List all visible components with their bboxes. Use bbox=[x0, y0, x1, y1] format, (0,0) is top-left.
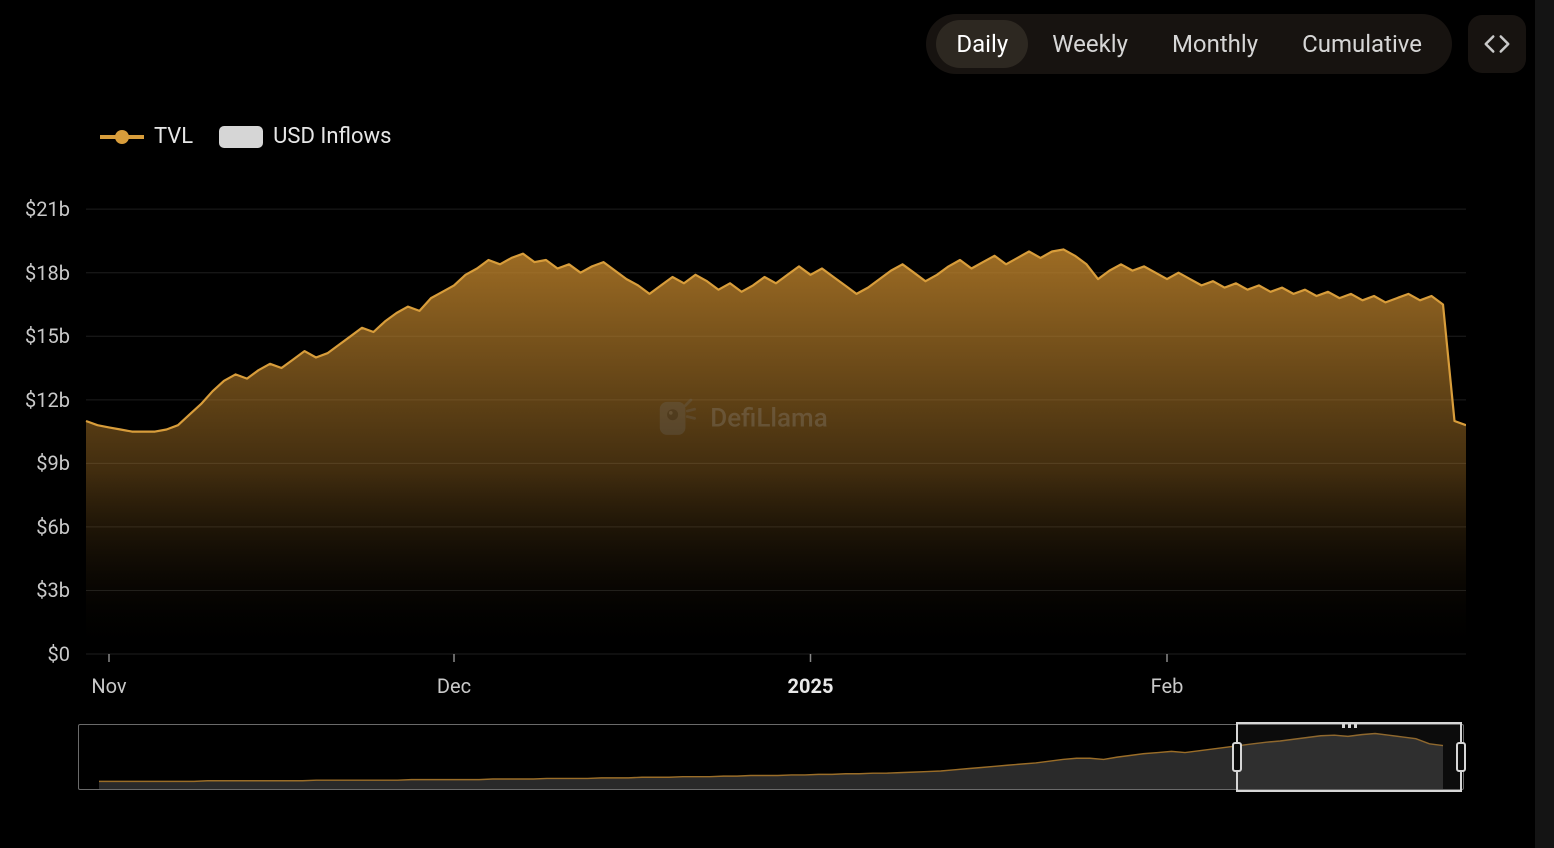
legend-item-tvl[interactable]: TVL bbox=[100, 124, 193, 149]
legend-swatch bbox=[219, 126, 263, 148]
x-axis-label: Nov bbox=[91, 674, 126, 698]
brush-grip-icon bbox=[1334, 722, 1364, 728]
brush-handle-right[interactable] bbox=[1456, 742, 1466, 772]
chart-svg bbox=[16, 176, 1466, 666]
legend-item-usd-inflows[interactable]: USD Inflows bbox=[219, 124, 391, 149]
chart-legend: TVL USD Inflows bbox=[100, 124, 391, 149]
y-axis-label: $15b bbox=[16, 324, 70, 348]
embed-icon bbox=[1482, 29, 1512, 59]
y-axis-label: $12b bbox=[16, 388, 70, 412]
y-axis-label: $18b bbox=[16, 261, 70, 285]
chart-area[interactable]: DefiLlama $0$3b$6b$9b$12b$15b$18b$21bNov… bbox=[16, 176, 1466, 666]
tab-monthly[interactable]: Monthly bbox=[1152, 20, 1278, 68]
brush-track[interactable] bbox=[78, 724, 1464, 790]
x-axis-label: Feb bbox=[1151, 674, 1184, 698]
brush-window[interactable] bbox=[1236, 722, 1462, 792]
legend-label: USD Inflows bbox=[273, 124, 391, 149]
tab-daily[interactable]: Daily bbox=[936, 20, 1028, 68]
tab-cumulative[interactable]: Cumulative bbox=[1282, 20, 1442, 68]
brush-handle-left[interactable] bbox=[1232, 742, 1242, 772]
y-axis-label: $6b bbox=[16, 515, 70, 539]
embed-button[interactable] bbox=[1468, 15, 1526, 73]
x-axis-label: Dec bbox=[437, 674, 471, 698]
right-edge-strip bbox=[1534, 0, 1554, 848]
interval-tab-group: DailyWeeklyMonthlyCumulative bbox=[926, 14, 1452, 74]
y-axis-label: $21b bbox=[16, 197, 70, 221]
tab-weekly[interactable]: Weekly bbox=[1032, 20, 1148, 68]
legend-swatch bbox=[100, 135, 144, 139]
chart-controls: DailyWeeklyMonthlyCumulative bbox=[926, 14, 1526, 74]
y-axis-label: $3b bbox=[16, 578, 70, 602]
legend-label: TVL bbox=[154, 124, 193, 149]
y-axis-label: $0 bbox=[16, 642, 70, 666]
y-axis-label: $9b bbox=[16, 451, 70, 475]
x-axis-label: 2025 bbox=[788, 674, 834, 698]
